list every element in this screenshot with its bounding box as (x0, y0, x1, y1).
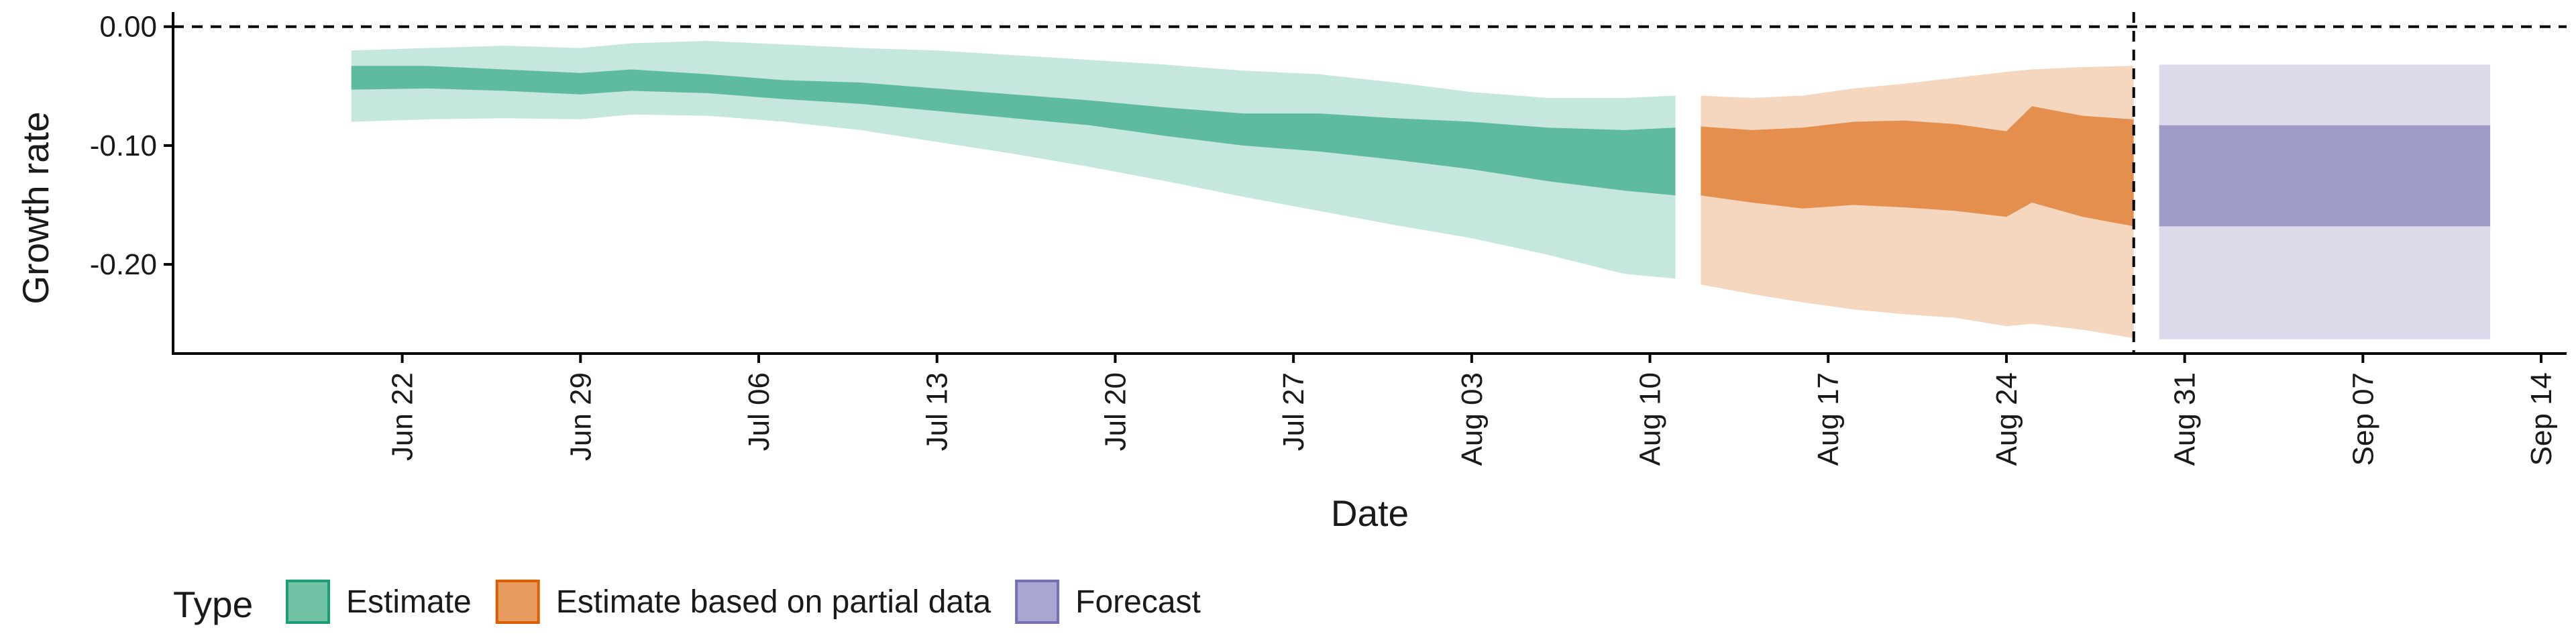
legend-label-estimate: Estimate (346, 584, 472, 620)
x-axis-title: Date (1331, 492, 1409, 534)
legend-label-forecast: Forecast (1075, 584, 1201, 620)
tick-labels: 0.00 -0.10 -0.20 Jun 22 Jun 29 Jul 06 Jul 13 Ju… (90, 11, 2558, 466)
x-tick-label: Jul 06 (743, 372, 775, 451)
y-tick-label: 0.00 (99, 11, 157, 44)
x-tick-label: Jun 29 (564, 372, 597, 461)
x-tick-label: Jul 20 (1099, 372, 1132, 451)
x-tick-label: Aug 17 (1812, 372, 1845, 466)
x-tick-label: Aug 31 (2169, 372, 2202, 466)
y-axis-title: Growth rate (15, 111, 56, 304)
x-tick-label: Aug 10 (1634, 372, 1667, 466)
legend-swatch-estimate (286, 580, 330, 624)
legend: Type Estimate Estimate based on partial d… (173, 580, 1201, 625)
legend-label-estimate-based-on-partial-data: Estimate based on partial data (556, 584, 991, 620)
x-tick-label: Sep 07 (2347, 372, 2379, 466)
legend-swatch-forecast (1015, 580, 1060, 624)
estimate-inner-band (351, 66, 1676, 196)
y-tick-label: -0.10 (90, 129, 157, 162)
estimate-outer-band (351, 41, 1676, 279)
legend-swatch-estimate-based-on-partial-data (495, 580, 540, 624)
axes (164, 12, 2567, 363)
x-tick-label: Aug 03 (1456, 372, 1489, 466)
forecast-inner-band (2159, 125, 2491, 227)
reference-lines (173, 12, 2567, 354)
x-tick-label: Sep 14 (2525, 372, 2558, 466)
x-tick-label: Jun 22 (386, 372, 419, 461)
legend-title: Type (173, 584, 253, 625)
y-tick-label: -0.20 (90, 248, 157, 281)
x-tick-label: Jul 27 (1277, 372, 1310, 451)
x-tick-label: Jul 13 (921, 372, 954, 451)
estimate-based-on-partial-data-inner-band (1701, 106, 2134, 227)
x-tick-label: Aug 24 (1990, 372, 2023, 466)
uncertainty-bands (351, 41, 2491, 339)
